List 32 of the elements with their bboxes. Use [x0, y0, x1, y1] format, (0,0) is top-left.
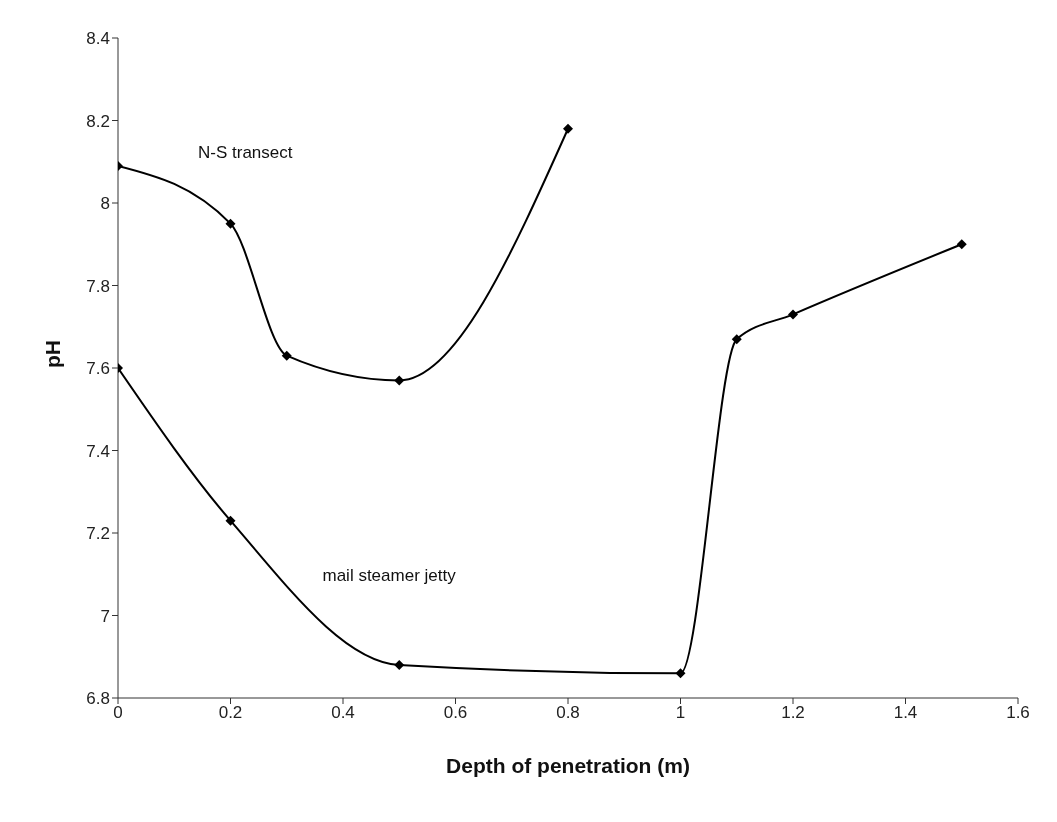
y-tick-label: 7.6: [86, 359, 110, 379]
y-tick-label: 7.2: [86, 524, 110, 544]
x-tick-label: 1.4: [893, 703, 918, 723]
point: [394, 660, 405, 670]
y-axis-title: pH: [41, 340, 65, 368]
x-axis-title: Depth of penetration (m): [446, 754, 690, 777]
point: [731, 334, 742, 345]
point: [675, 668, 686, 679]
point: [394, 375, 405, 386]
y-tick-label: 7: [100, 606, 110, 626]
point: [956, 239, 967, 250]
y-tick-label: 8: [100, 194, 110, 214]
point: [563, 123, 573, 134]
y-tick-label: 8.2: [86, 111, 110, 131]
y-tick-label: 7.8: [86, 276, 110, 296]
point: [788, 309, 798, 320]
y-tick-label: 7.4: [86, 441, 110, 461]
x-tick-label: 0.6: [443, 703, 468, 723]
point: [281, 350, 292, 361]
x-tick-label: 0.2: [218, 703, 243, 723]
y-tick-label: 6.8: [86, 689, 110, 709]
x-tick-label: 1: [675, 703, 686, 723]
series-label: N-S transect: [198, 142, 293, 162]
x-tick-label: 0.8: [556, 703, 580, 723]
x-tick-label: 1.2: [781, 703, 805, 723]
x-tick-label: 0: [113, 703, 123, 723]
y-tick-label: 8.4: [86, 29, 110, 49]
series-label: mail steamer jetty: [322, 565, 457, 585]
point: [225, 218, 236, 229]
point: [225, 515, 236, 526]
x-tick-label: 0.4: [331, 703, 355, 723]
x-tick-label: 1.6: [1006, 703, 1030, 723]
